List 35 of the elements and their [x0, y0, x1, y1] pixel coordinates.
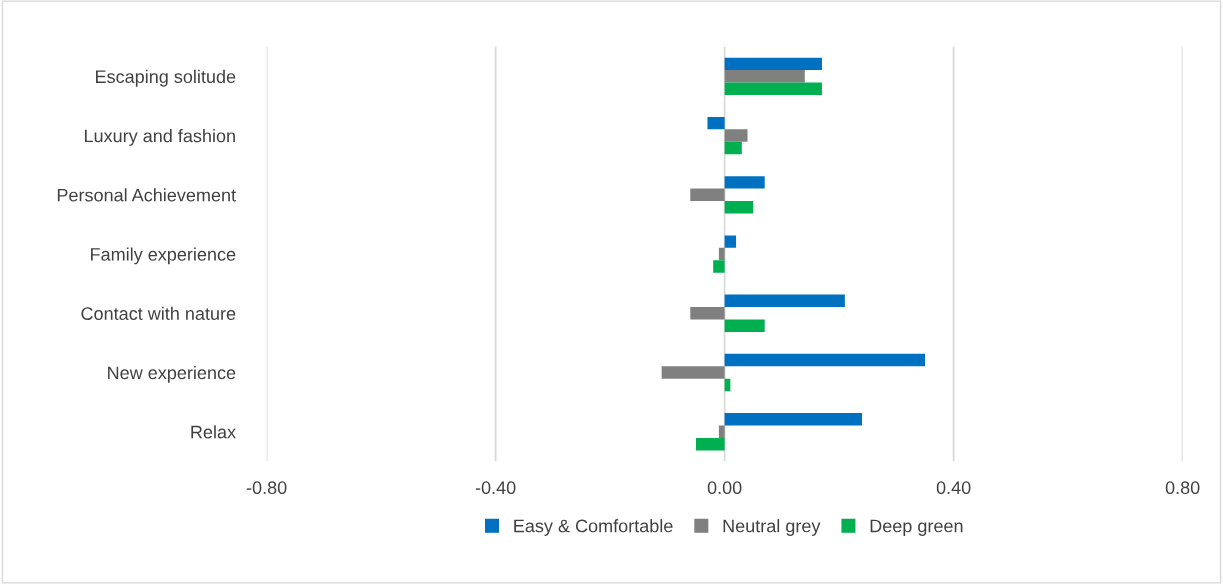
y-tick-label: Luxury and fashion [84, 129, 235, 146]
x-tick-label: 0.00 [707, 481, 742, 495]
y-tick-label: Family experience [91, 247, 236, 265]
legend-label: Neutral grey [723, 519, 821, 536]
legend-label: Deep green [870, 519, 963, 536]
bar [724, 353, 926, 367]
bar [724, 82, 822, 95]
bar [724, 201, 754, 214]
bar [707, 116, 725, 130]
x-tick-label: -0.80 [246, 481, 287, 495]
bar [718, 247, 725, 261]
bar [724, 129, 748, 142]
bar [713, 260, 725, 273]
y-tick-label: Relax [191, 425, 236, 439]
bar [690, 188, 725, 202]
y-tick-label: Personal Achievement [57, 188, 236, 202]
bar [690, 307, 725, 320]
bar [696, 437, 725, 451]
bar [724, 176, 765, 189]
bar [724, 413, 863, 426]
bar [661, 366, 725, 379]
bar [718, 425, 725, 438]
bar [724, 57, 822, 71]
x-tick-label: 0.80 [1165, 481, 1200, 495]
bar [724, 70, 805, 83]
x-tick-label: 0.40 [936, 481, 971, 495]
x-tick-label: -0.40 [475, 481, 516, 495]
legend-label: Easy & Comfortable [514, 519, 673, 536]
bar [724, 235, 737, 248]
y-tick-label: New experience [108, 365, 236, 383]
bar [724, 141, 742, 155]
y-tick-label: Contact with nature [81, 306, 236, 320]
bar [724, 294, 845, 308]
bar [724, 319, 765, 332]
y-tick-label: Escaping solitude [96, 69, 236, 87]
